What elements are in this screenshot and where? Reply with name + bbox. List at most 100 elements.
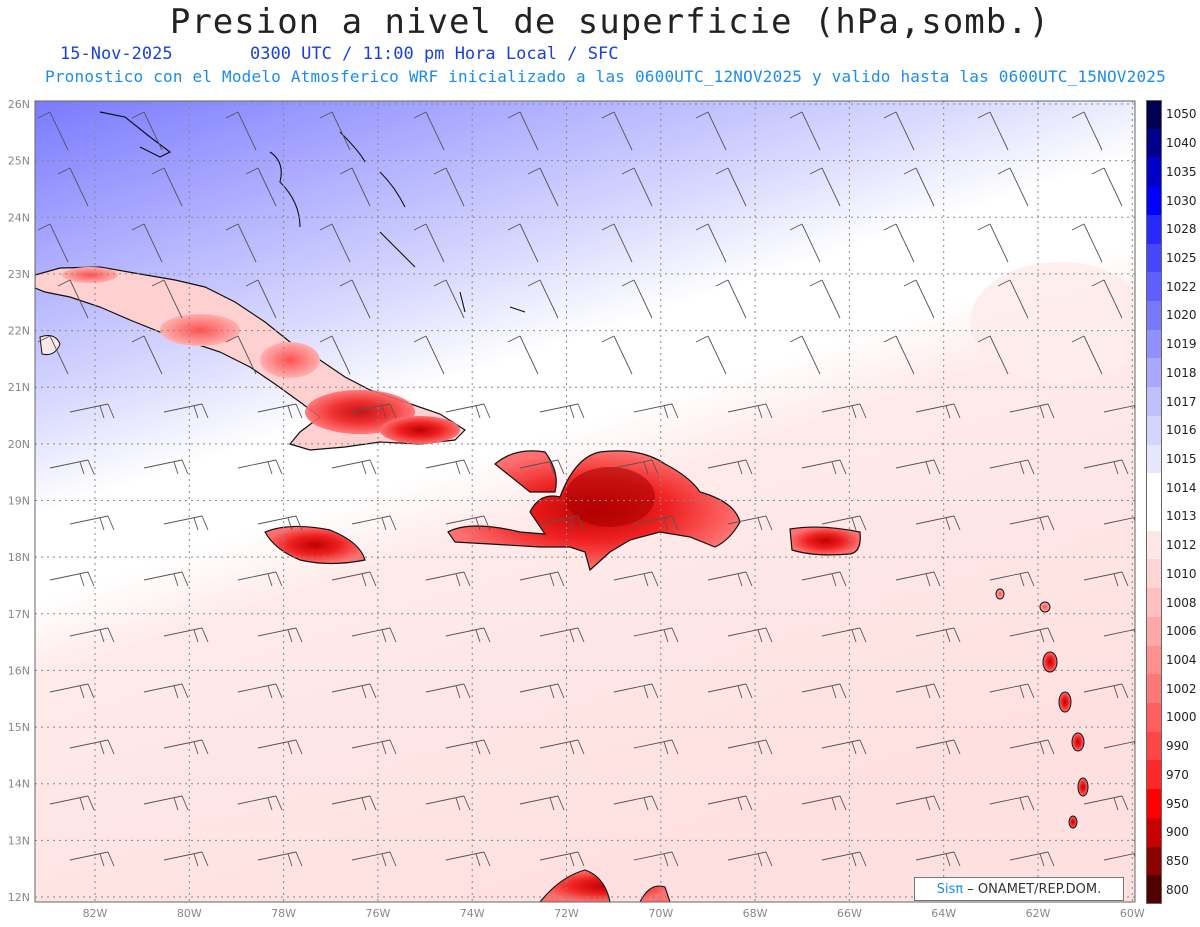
lon-label: 70W: [648, 907, 673, 920]
legend-label: 1002: [1166, 681, 1197, 696]
legend-swatch: [1146, 616, 1162, 646]
legend-label: 1016: [1166, 423, 1197, 438]
legend-swatch: [1146, 214, 1162, 244]
pressure-legend: 1050 1040 1035 1030 1028 1025 1022 1020 1019 1018…: [1146, 100, 1200, 904]
legend-label: 1004: [1166, 652, 1197, 667]
latitude-labels: 26N 25N 24N 23N 22N 21N 20N 19N 18N 17N 16N 15N 14N 1…: [8, 98, 30, 904]
legend-label: 1010: [1166, 566, 1197, 581]
legend-swatch: [1146, 100, 1162, 129]
legend-swatch: [1146, 588, 1162, 617]
legend-label: 1017: [1166, 394, 1197, 409]
lon-label: 72W: [554, 907, 579, 920]
lon-label: 74W: [460, 907, 485, 920]
lon-label: 66W: [837, 907, 862, 920]
legend-label: 1014: [1166, 480, 1197, 495]
lat-label: 25N: [8, 155, 30, 168]
legend-frame: [1146, 100, 1162, 904]
legend-swatch: [1146, 473, 1162, 502]
legend-label: 1022: [1166, 279, 1197, 294]
legend-swatch: [1146, 645, 1162, 675]
lat-label: 26N: [8, 98, 30, 111]
legend-label: 1050: [1166, 107, 1197, 122]
legend-label: 900: [1166, 825, 1189, 840]
legend-swatch: [1146, 415, 1162, 445]
legend-label: 1020: [1166, 308, 1197, 323]
legend-label: 1028: [1166, 222, 1197, 237]
legend-label: 1025: [1166, 250, 1197, 265]
legend-swatch: [1146, 559, 1162, 589]
wind-barbs: [37, 111, 1135, 867]
legend-swatch: [1146, 789, 1162, 818]
lon-label: 82W: [83, 907, 108, 920]
legend-swatch: [1146, 703, 1162, 732]
lat-label: 14N: [8, 778, 30, 791]
legend-swatch: [1146, 817, 1162, 847]
legend-label: 1035: [1166, 164, 1197, 179]
lesser-antilles: [995, 588, 1089, 829]
lat-label: 18N: [8, 551, 30, 564]
bahamas: [269, 131, 526, 313]
lat-label: 13N: [8, 834, 30, 847]
model-info: Pronostico con el Modelo Atmosferico WRF…: [45, 67, 1166, 86]
pressure-map: 26N 25N 24N 23N 22N 21N 20N 19N 18N 17N 16N 15N 14N 1…: [8, 98, 1145, 920]
legend-label: 1018: [1166, 365, 1197, 380]
legend-swatch: [1146, 502, 1162, 531]
legend-swatch: [1146, 760, 1162, 790]
legend-label: 1008: [1166, 595, 1197, 610]
legend-label: 1013: [1166, 509, 1197, 524]
legend-swatch: [1146, 329, 1162, 359]
lon-label: 60W: [1120, 907, 1145, 920]
longitude-labels: 82W 80W 78W 76W 74W 72W 70W 68W 66W 64W 62W 60W: [83, 907, 1145, 920]
lat-label: 21N: [8, 381, 30, 394]
lon-label: 62W: [1026, 907, 1051, 920]
lon-label: 78W: [271, 907, 296, 920]
lon-label: 76W: [365, 907, 390, 920]
legend-label: 1000: [1166, 710, 1197, 725]
map-title: Presion a nivel de superficie (hPa,somb.…: [169, 2, 1051, 42]
legend-swatch: [1146, 128, 1162, 158]
legend-swatch: [1146, 358, 1162, 388]
florida-keys: [99, 111, 172, 158]
lon-label: 64W: [931, 907, 956, 920]
legend-label: 950: [1166, 796, 1189, 811]
lon-label: 68W: [743, 907, 768, 920]
legend-label: 970: [1166, 767, 1189, 782]
lon-label: 80W: [177, 907, 202, 920]
legend-swatch: [1146, 387, 1162, 416]
legend-swatch: [1146, 674, 1162, 703]
forecast-date: 15-Nov-2025: [60, 44, 173, 64]
legend-swatch: [1146, 530, 1162, 560]
legend-label: 1012: [1166, 538, 1197, 553]
lat-label: 16N: [8, 664, 30, 677]
lat-label: 24N: [8, 211, 30, 224]
isla-juventud: [39, 335, 61, 355]
legend-swatch: [1146, 243, 1162, 273]
legend-swatch: [1146, 272, 1162, 301]
legend-swatch: [1146, 444, 1162, 474]
legend-swatch: [1146, 846, 1162, 876]
legend-swatch: [1146, 731, 1162, 761]
legend-label: 1015: [1166, 451, 1197, 466]
onamet-credit: – ONAMET/REP.DOM.: [967, 881, 1102, 897]
forecast-time: 0300 UTC / 11:00 pm Hora Local / SFC: [250, 44, 619, 64]
grid: [35, 101, 1135, 902]
legend-swatch: [1146, 875, 1162, 904]
credit-box: Sisπ – ONAMET/REP.DOM.: [914, 877, 1124, 901]
lat-label: 22N: [8, 325, 30, 338]
sispi-brand: Sisπ: [936, 881, 964, 897]
jamaica: [264, 525, 366, 565]
legend-label: 1030: [1166, 193, 1197, 208]
lat-label: 20N: [8, 438, 30, 451]
puerto-rico: [789, 526, 861, 556]
lat-label: 23N: [8, 268, 30, 281]
map-plot-area: [35, 101, 1135, 902]
legend-label: 850: [1166, 853, 1189, 868]
lat-label: 17N: [8, 608, 30, 621]
legend-label: 800: [1166, 882, 1189, 897]
lat-label: 12N: [8, 891, 30, 904]
lat-label: 19N: [8, 495, 30, 508]
legend-label: 1040: [1166, 136, 1197, 151]
legend-label: 1019: [1166, 337, 1197, 352]
legend-swatch: [1146, 301, 1162, 330]
legend-swatch: [1146, 186, 1162, 215]
